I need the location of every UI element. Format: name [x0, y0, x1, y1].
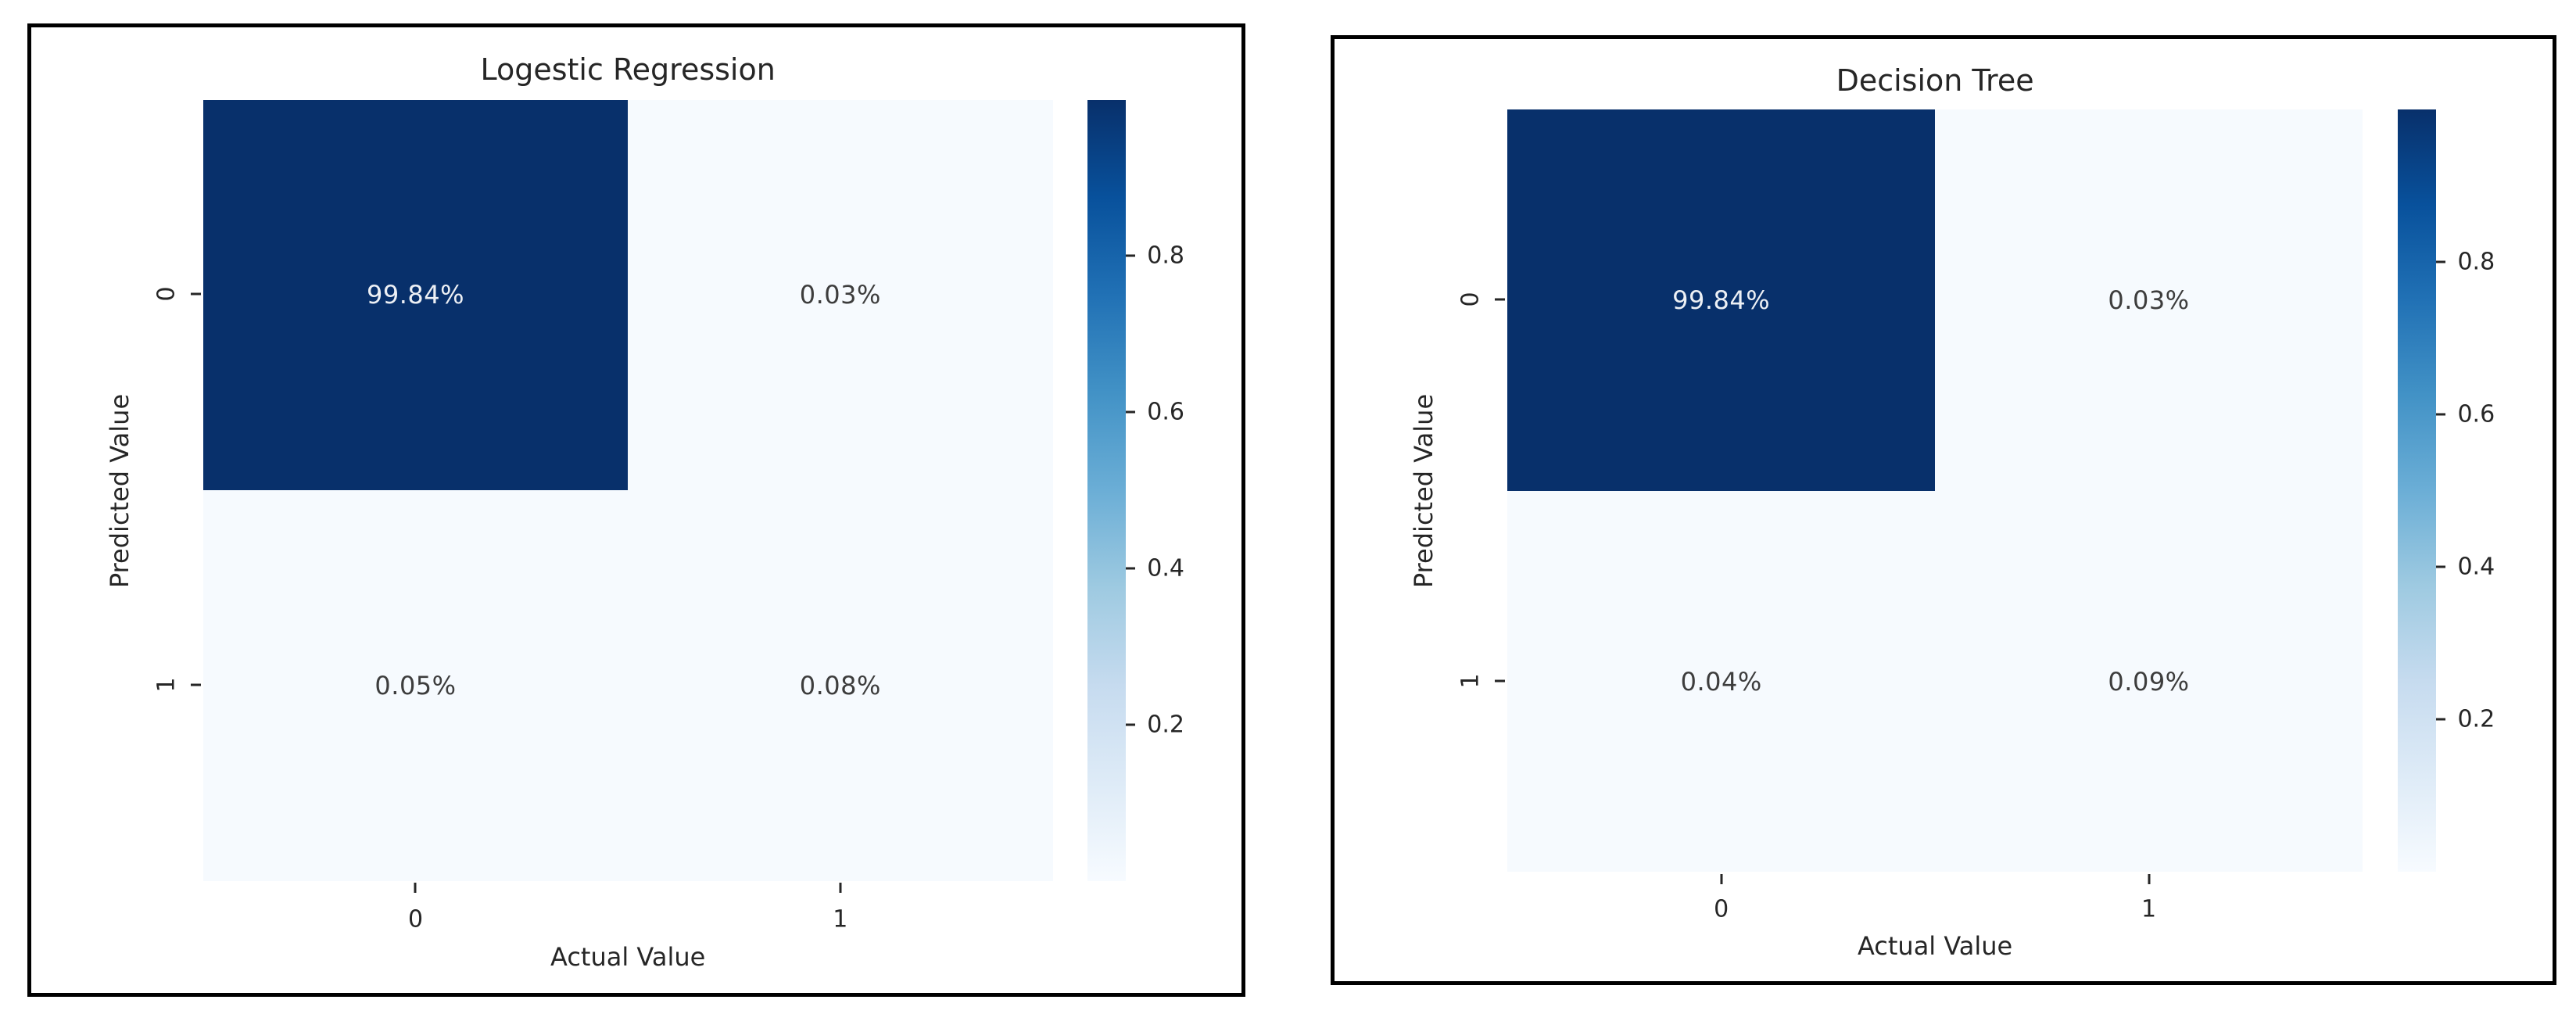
y-tick-mark — [190, 683, 201, 686]
heatmap-cell-1-1: 0.09% — [1935, 490, 2363, 872]
x-tick-label: 1 — [833, 905, 848, 933]
y-axis-label: Predicted Value — [105, 393, 134, 588]
x-tick-label: 0 — [1714, 895, 1729, 923]
heatmap-cell-0-0: 99.84% — [1507, 109, 1936, 491]
colorbar-tick-mark — [2436, 565, 2446, 568]
heatmap-cell-0-1: 0.03% — [1935, 109, 2363, 491]
y-tick-label: 0 — [152, 286, 181, 302]
y-tick-mark — [1495, 679, 1506, 683]
colorbar-tick-mark — [1126, 254, 1136, 257]
colorbar-tick-mark — [1126, 567, 1136, 570]
y-tick-mark — [190, 292, 201, 296]
chart-title: Decision Tree — [1836, 63, 2034, 99]
x-axis-label: Actual Value — [550, 942, 706, 973]
heatmap-cell-0-0: 99.84% — [202, 99, 629, 491]
colorbar-tick-mark — [1126, 410, 1136, 414]
chart-title: Logestic Regression — [480, 52, 776, 88]
cell-value: 99.84% — [1672, 285, 1771, 316]
colorbar-tick-label: 0.8 — [2457, 248, 2495, 276]
colorbar-tick-mark — [1126, 723, 1136, 726]
y-axis-label: Predicted Value — [1408, 394, 1438, 589]
heatmap-cell-1-1: 0.08% — [628, 490, 1053, 881]
heatmap: 99.84% 0.03% 0.04% 0.09% — [1507, 109, 2363, 872]
cell-value: 0.03% — [799, 280, 881, 310]
cell-value: 0.08% — [799, 670, 881, 700]
y-tick-label: 1 — [152, 677, 181, 693]
heatmap: 99.84% 0.03% 0.05% 0.08% — [202, 99, 1053, 881]
x-tick-mark — [839, 883, 842, 894]
x-tick-mark — [1720, 873, 1723, 884]
y-tick-label: 1 — [1456, 673, 1485, 689]
colorbar-tick-label: 0.4 — [1147, 554, 1184, 582]
colorbar-tick-label: 0.2 — [1147, 711, 1184, 739]
cell-value: 0.03% — [2108, 285, 2190, 316]
heatmap-cell-0-1: 0.03% — [628, 99, 1053, 491]
colorbar — [2398, 109, 2437, 872]
heatmap-cell-1-0: 0.04% — [1507, 490, 1936, 872]
y-tick-label: 0 — [1456, 292, 1485, 307]
confusion-matrix-panel-logistic-regression: Logestic Regression 99.84% 0.03% 0.05% 0… — [27, 23, 1245, 997]
x-axis-label: Actual Value — [1857, 931, 2013, 962]
colorbar-tick-mark — [2436, 260, 2446, 263]
confusion-matrix-panel-decision-tree: Decision Tree 99.84% 0.03% 0.04% 0.09% 0… — [1331, 35, 2556, 985]
x-tick-mark — [414, 883, 417, 894]
colorbar-tick-label: 0.2 — [2457, 705, 2495, 733]
x-tick-mark — [2148, 873, 2151, 884]
colorbar-tick-label: 0.6 — [2457, 400, 2495, 428]
cell-value: 0.04% — [1680, 666, 1762, 697]
colorbar-tick-label: 0.6 — [1147, 398, 1184, 426]
x-tick-label: 0 — [407, 905, 424, 933]
colorbar-tick-label: 0.8 — [1147, 242, 1184, 270]
cell-value: 99.84% — [366, 280, 464, 310]
cell-value: 0.05% — [374, 670, 457, 700]
cell-value: 0.09% — [2108, 666, 2190, 697]
heatmap-cell-1-0: 0.05% — [202, 490, 629, 881]
colorbar-tick-label: 0.4 — [2457, 553, 2495, 581]
colorbar-tick-mark — [2436, 413, 2446, 416]
x-tick-label: 1 — [2141, 895, 2157, 923]
y-tick-mark — [1495, 298, 1506, 301]
colorbar-tick-mark — [2436, 718, 2446, 721]
colorbar — [1087, 99, 1127, 881]
